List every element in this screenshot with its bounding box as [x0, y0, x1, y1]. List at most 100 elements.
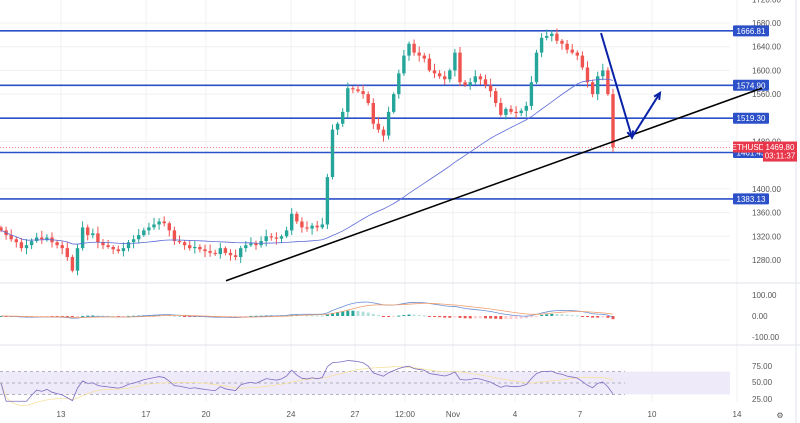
level-price-label: 1461.43 [737, 149, 766, 158]
rsi-line [0, 360, 614, 402]
macd-histogram-bar [575, 315, 579, 317]
candle-body [555, 33, 559, 41]
candle-body [514, 111, 518, 114]
candle-body [381, 129, 386, 136]
macd-histogram-bar [81, 315, 85, 317]
candle-body [142, 230, 146, 236]
level-price-label: 1519.30 [737, 114, 766, 123]
candle-body [325, 177, 330, 225]
macd-histogram-bar [560, 314, 564, 316]
candle-body [499, 102, 503, 115]
candle-body [473, 76, 477, 83]
level-price-label: 1383.13 [737, 195, 766, 204]
candle-body [40, 237, 44, 240]
time-tick-label: Nov [446, 410, 460, 419]
candle-body [126, 242, 131, 249]
candle-body [585, 67, 590, 83]
candle-body [157, 221, 161, 225]
candle-body [448, 70, 452, 80]
candle-body [402, 55, 406, 74]
candle-body [519, 110, 523, 114]
candle-body [478, 76, 483, 80]
macd-histogram-bar [351, 310, 355, 316]
candle-body [203, 249, 207, 252]
candle-body [131, 239, 136, 243]
candle-body [228, 252, 233, 256]
macd-histogram-bar [346, 310, 350, 316]
macd-histogram-bar [111, 315, 115, 317]
macd-histogram-bar [545, 314, 549, 316]
candle-body [509, 108, 513, 112]
macd-histogram-bar [239, 316, 243, 317]
macd-histogram-bar [76, 316, 79, 317]
candle-body [60, 245, 64, 249]
candle-body [106, 245, 110, 247]
macd-histogram-bar [60, 316, 64, 317]
macd-histogram-bar [494, 316, 498, 319]
macd-histogram-bar [463, 316, 467, 319]
candle-body [177, 241, 182, 243]
macd-histogram-bar [361, 311, 365, 316]
candle-body [392, 94, 396, 112]
macd-tick-label: 0.00 [752, 312, 768, 321]
macd-histogram-bar [586, 316, 589, 317]
candle-body [458, 52, 462, 83]
macd-histogram-bar [535, 316, 538, 317]
price-tick-label: 1640.00 [752, 43, 781, 52]
candle-body [427, 58, 432, 71]
candle-body [86, 227, 90, 236]
macd-histogram-bar [387, 316, 391, 317]
countdown-label: 03:11:37 [765, 152, 796, 161]
candle-body [437, 73, 442, 77]
macd-histogram-bar [499, 316, 503, 320]
macd-histogram-bar [290, 314, 294, 316]
candle-body [580, 55, 585, 68]
candle-body [386, 111, 391, 136]
candle-body [453, 52, 457, 71]
candle-body [284, 230, 289, 237]
level-price-label: 1666.81 [737, 27, 766, 36]
candle-body [611, 94, 615, 148]
macd-histogram-bar [443, 316, 447, 318]
macd-histogram-bar [325, 314, 329, 316]
candle-body [35, 237, 39, 242]
candle-body [412, 43, 416, 53]
candle-body [539, 37, 544, 53]
candle-body [19, 242, 24, 249]
price-tick-label: 1280.00 [752, 256, 781, 265]
macd-histogram-bar [580, 316, 584, 317]
macd-histogram-bar [540, 314, 544, 316]
macd-histogram-bar [473, 316, 477, 319]
candle-body [24, 245, 29, 249]
candle-body [606, 70, 610, 95]
candle-body [524, 105, 528, 111]
macd-histogram-bar [310, 315, 314, 317]
macd-histogram-bar [514, 316, 518, 319]
candle-body [55, 242, 59, 246]
price-tick-label: 1560.00 [752, 90, 781, 99]
candle-body [244, 245, 248, 249]
candle-body [310, 225, 314, 229]
price-tick-label: 1680.00 [752, 19, 781, 28]
macd-histogram-bar [234, 316, 238, 317]
candle-body [335, 123, 340, 130]
macd-histogram-bar [96, 315, 100, 317]
candle-body [116, 249, 120, 252]
macd-histogram-bar [611, 316, 615, 320]
macd-histogram-bar [86, 315, 90, 317]
candle-body [330, 129, 335, 178]
macd-histogram-bar [397, 315, 401, 317]
candle-body [193, 246, 197, 249]
candle-body [397, 73, 401, 95]
candle-body [463, 82, 467, 86]
macd-histogram-bar [402, 315, 406, 317]
candle-body [65, 248, 69, 258]
macd-histogram-bar [382, 316, 385, 317]
candle-body [269, 236, 273, 238]
settings-gear-icon: ⚙ [776, 411, 783, 420]
macd-histogram-bar [458, 316, 462, 318]
candle-body [346, 88, 350, 112]
candle-body [601, 70, 605, 77]
time-tick-label: 7 [578, 410, 583, 419]
